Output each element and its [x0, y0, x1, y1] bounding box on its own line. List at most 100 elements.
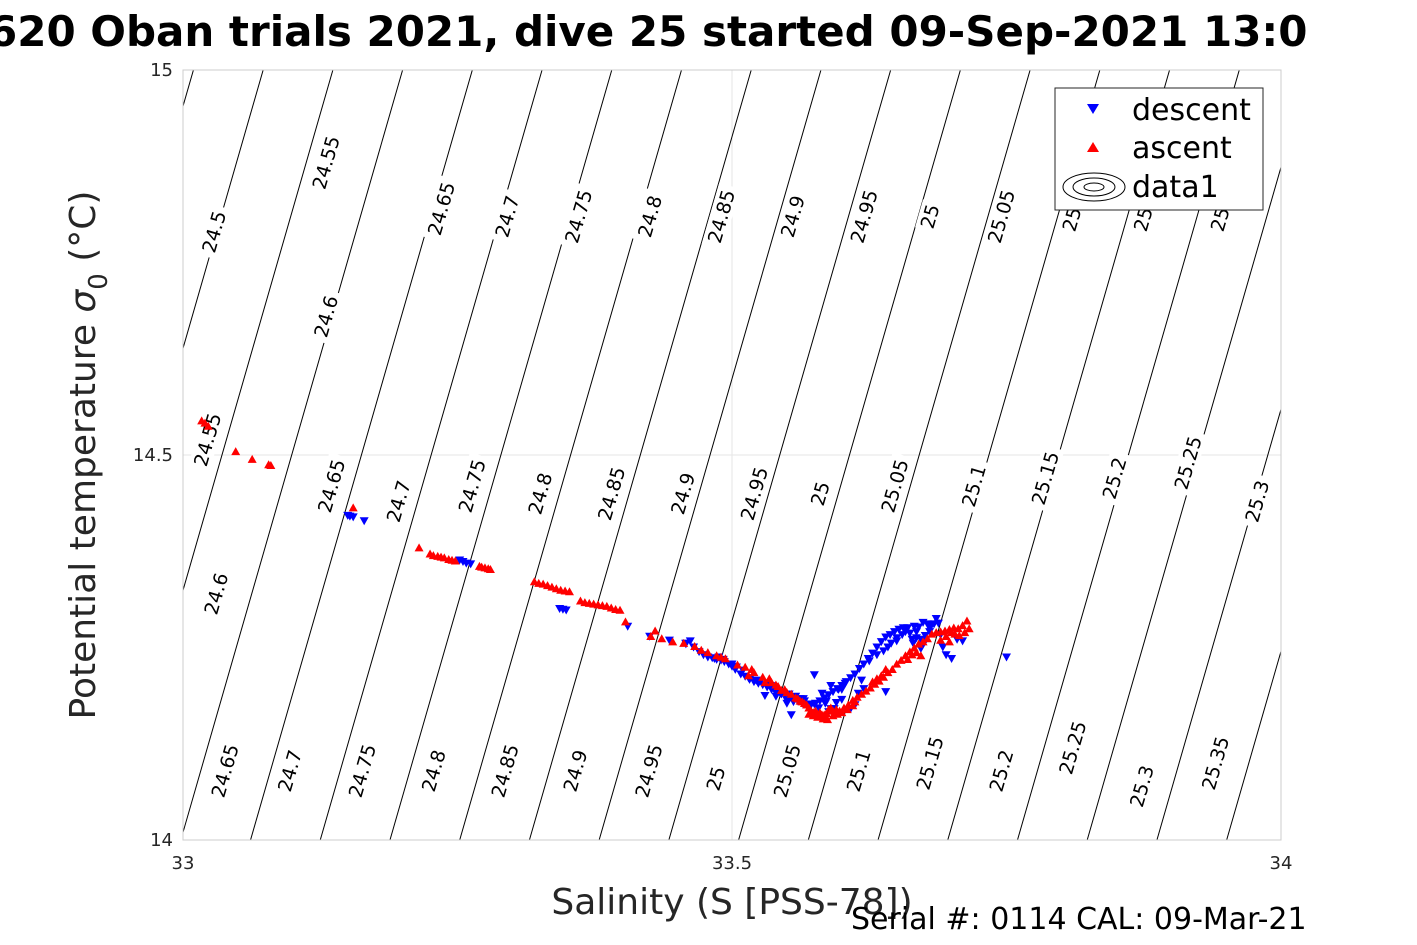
ascent-point — [954, 631, 964, 640]
contour-label-bg — [629, 737, 668, 805]
ascent-point — [776, 685, 786, 694]
contour-label-bg — [631, 188, 668, 245]
ascent-point — [916, 651, 926, 660]
descent-point — [685, 637, 695, 646]
descent-point — [359, 517, 369, 526]
ascent-point — [732, 660, 742, 669]
descent-point — [872, 643, 882, 652]
contour-label-bg — [306, 128, 346, 196]
descent-point — [664, 636, 674, 645]
ascent-point — [953, 624, 963, 633]
y-tick-label: 14.5 — [133, 445, 173, 466]
descent-point — [782, 696, 792, 705]
y-axis-label: Potential temperature σ0 (°C) — [63, 191, 114, 720]
data-points — [197, 416, 1011, 724]
ascent-point — [922, 634, 932, 643]
descent-point — [815, 697, 825, 706]
contour-label-bg — [700, 761, 731, 796]
ascent-point — [872, 674, 882, 683]
ascent-point — [782, 688, 792, 697]
descent-point — [859, 660, 869, 669]
descent-point — [824, 691, 834, 700]
ascent-point — [247, 454, 257, 463]
contour-line — [1156, 407, 1281, 840]
ascent-point — [850, 697, 860, 706]
ascent-point — [791, 693, 801, 702]
contour-label-bg — [421, 175, 461, 243]
descent-point — [809, 671, 819, 680]
contour-line — [183, 70, 334, 593]
descent-point — [348, 513, 358, 522]
contour-label-bg — [701, 182, 741, 250]
ascent-point — [868, 677, 878, 686]
descent-point — [872, 651, 882, 660]
contour-label-bg — [187, 406, 227, 474]
descent-point — [854, 665, 864, 674]
descent-point — [837, 695, 847, 704]
ascent-point — [936, 635, 946, 644]
ascent-point — [450, 556, 460, 565]
descent-point — [879, 647, 889, 656]
ascent-point — [918, 637, 928, 646]
ascent-point — [657, 634, 667, 643]
contour-label: 25 — [915, 199, 945, 234]
descent-point — [817, 689, 827, 698]
contour-label-bg — [981, 182, 1021, 250]
ascent-point — [911, 648, 921, 657]
contour-line — [668, 70, 892, 840]
ascent-point — [720, 654, 730, 663]
ascent-point — [615, 605, 625, 614]
contour-label-bg — [271, 742, 308, 799]
ascent-point — [696, 645, 706, 654]
legend-ascent-label: ascent — [1132, 131, 1232, 166]
ascent-point — [896, 655, 906, 664]
ascent-point — [799, 698, 809, 707]
descent-point — [911, 628, 921, 637]
ascent-point — [804, 709, 814, 718]
y-axis-label-unit: (°C) — [63, 191, 104, 274]
descent-point — [850, 670, 860, 679]
ascent-point — [743, 671, 753, 680]
ascent-point — [876, 671, 886, 680]
descent-point — [760, 692, 770, 701]
contour-line — [598, 70, 822, 840]
contour-label-bg — [734, 459, 774, 528]
ascent-point — [962, 616, 972, 625]
ascent-point — [881, 665, 891, 674]
contour-label-bg — [774, 188, 811, 245]
contour-label-bg — [1053, 714, 1092, 782]
contour-label-bg — [489, 188, 525, 245]
ascent-point — [266, 461, 276, 470]
descent-point — [892, 637, 902, 646]
contour-label-bg — [910, 729, 949, 797]
contour-line — [1296, 70, 1417, 840]
y-axis-label-sigma: σ — [63, 289, 104, 313]
descent-point — [908, 639, 918, 648]
contour-label-bg — [380, 473, 416, 530]
descent-point — [857, 676, 867, 685]
y-tick-label: 15 — [150, 60, 173, 81]
serial-cal-footer: Serial #: 0114 CAL: 09-Mar-21 — [851, 902, 1307, 937]
contour-label-bg — [307, 288, 344, 345]
descent-point — [941, 651, 951, 660]
contour-label: 25 — [805, 476, 835, 511]
ascent-point — [668, 637, 678, 646]
contour-label-bg — [1096, 450, 1132, 507]
legend-data1-label: data1 — [1132, 170, 1219, 205]
descent-point — [881, 688, 891, 697]
descent-point — [786, 711, 796, 720]
ascent-point — [907, 650, 917, 659]
descent-point — [820, 699, 830, 708]
ascent-point — [620, 617, 630, 626]
contour-label-bg — [558, 182, 598, 250]
contour-label-bg — [875, 452, 914, 520]
contour-label-bg — [415, 742, 452, 799]
ascent-point — [857, 689, 867, 698]
descent-point — [883, 643, 893, 652]
descent-point — [826, 682, 836, 690]
legend-ascent-marker — [1087, 142, 1099, 152]
ascent-point — [231, 447, 241, 456]
contour-label-bg — [198, 565, 234, 622]
descent-point — [890, 628, 900, 637]
